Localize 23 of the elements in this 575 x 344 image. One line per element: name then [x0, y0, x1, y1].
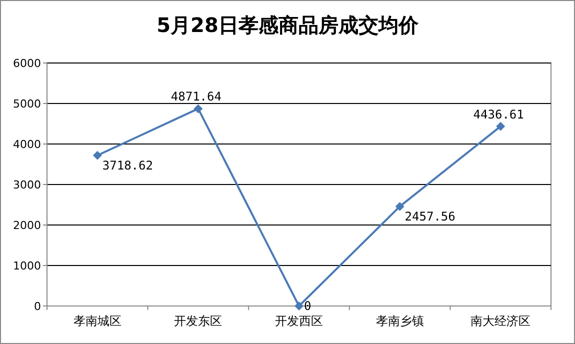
point: [395, 202, 404, 211]
data-label: 4871.64: [170, 90, 222, 104]
x-tick-label: 孝南城区: [73, 314, 122, 328]
y-tick-label: 5000: [13, 98, 41, 110]
x-tick-label: 孝南乡镇: [376, 314, 424, 328]
y-tick-label: 4000: [13, 138, 41, 151]
data-label: 0: [304, 299, 312, 313]
point: [194, 104, 203, 114]
y-tick-label: 3000: [13, 178, 41, 192]
y-tick-label: 6000: [13, 57, 41, 70]
y-tick-label: 1000: [13, 260, 41, 272]
data-label: 3718.62: [102, 158, 153, 172]
data-label: 4436.61: [473, 107, 524, 122]
x-tick-label: 南大经济区: [470, 314, 531, 328]
point: [496, 122, 506, 131]
point: [294, 302, 304, 310]
point: [92, 150, 102, 160]
x-tick-label: 开发西区: [275, 314, 323, 328]
data-label: 2457.56: [404, 209, 456, 224]
y-tick-label: 0: [34, 300, 41, 313]
y-tick-label: 2000: [13, 219, 41, 232]
chart-title: 5月28日孝感商品房成交均价: [156, 13, 420, 37]
x-tick-label: 开发东区: [174, 314, 222, 328]
